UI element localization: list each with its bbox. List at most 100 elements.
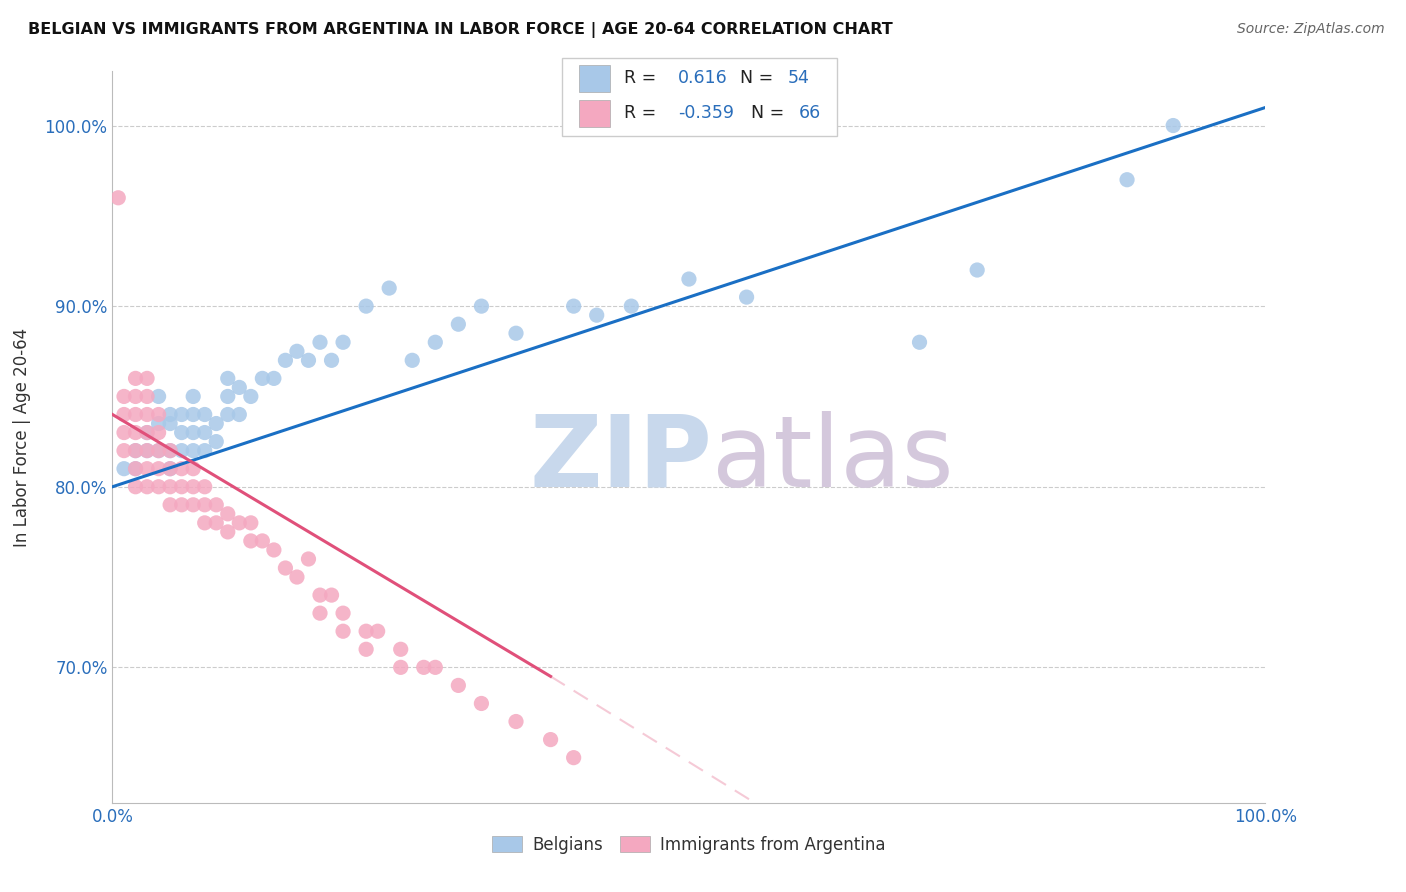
Point [148,408,170,422]
Point [1116,172,1139,186]
Point [297,353,319,368]
Point [181,443,204,458]
Point [159,461,181,475]
Point [124,461,146,475]
Text: 0.616: 0.616 [678,70,727,87]
Point [285,570,308,584]
Point [159,498,181,512]
Point [470,299,492,313]
Point [217,507,239,521]
Point [148,461,170,475]
Point [112,461,135,475]
Point [562,750,585,764]
Point [124,480,146,494]
Point [159,443,181,458]
Point [124,461,146,475]
Point [228,408,250,422]
Point [309,606,332,620]
Text: -0.359: -0.359 [678,104,734,122]
Point [309,335,332,350]
Point [159,408,181,422]
Point [505,714,527,729]
Point [321,588,343,602]
Point [136,408,159,422]
Point [112,443,135,458]
Point [194,498,217,512]
Point [181,498,204,512]
Point [159,461,181,475]
Text: N =: N = [740,70,779,87]
Point [217,389,239,403]
Text: R =: R = [624,70,662,87]
Point [354,299,377,313]
Point [148,417,170,431]
Point [107,191,129,205]
Point [136,425,159,440]
Point [470,697,492,711]
Point [170,443,193,458]
Point [205,516,228,530]
Point [252,371,274,385]
Point [239,516,262,530]
Point [170,425,193,440]
Point [181,461,204,475]
Point [505,326,527,341]
Point [124,443,146,458]
Point [136,443,159,458]
Point [239,533,262,548]
Point [194,425,217,440]
Point [412,660,434,674]
Point [124,408,146,422]
Point [332,624,354,639]
Point [136,443,159,458]
Point [148,389,170,403]
Point [181,408,204,422]
Point [447,317,470,331]
Point [124,389,146,403]
Point [194,443,217,458]
Point [274,561,297,575]
Point [252,533,274,548]
Point [194,480,217,494]
Point [966,263,988,277]
Point [205,434,228,449]
Point [159,443,181,458]
Point [562,299,585,313]
Point [263,371,285,385]
Point [148,425,170,440]
Point [620,299,643,313]
Point [239,389,262,403]
Text: 66: 66 [799,104,821,122]
Point [159,417,181,431]
Point [332,606,354,620]
Point [309,588,332,602]
Point [447,678,470,692]
Point [425,660,447,674]
Text: BELGIAN VS IMMIGRANTS FROM ARGENTINA IN LABOR FORCE | AGE 20-64 CORRELATION CHAR: BELGIAN VS IMMIGRANTS FROM ARGENTINA IN … [28,22,893,38]
Point [136,461,159,475]
Text: Source: ZipAtlas.com: Source: ZipAtlas.com [1237,22,1385,37]
Text: atlas: atlas [711,410,953,508]
Point [136,480,159,494]
Point [112,389,135,403]
Point [321,353,343,368]
Legend: Belgians, Immigrants from Argentina: Belgians, Immigrants from Argentina [486,829,891,860]
Text: N =: N = [751,104,790,122]
Point [194,516,217,530]
Point [148,443,170,458]
Point [425,335,447,350]
Text: ZIP: ZIP [529,410,711,508]
Point [228,380,250,394]
Point [908,335,931,350]
Point [205,498,228,512]
Point [124,425,146,440]
Point [678,272,700,286]
Point [170,480,193,494]
Point [136,389,159,403]
Point [112,425,135,440]
Point [354,642,377,657]
Point [389,660,412,674]
Point [274,353,297,368]
Point [170,461,193,475]
Point [159,480,181,494]
